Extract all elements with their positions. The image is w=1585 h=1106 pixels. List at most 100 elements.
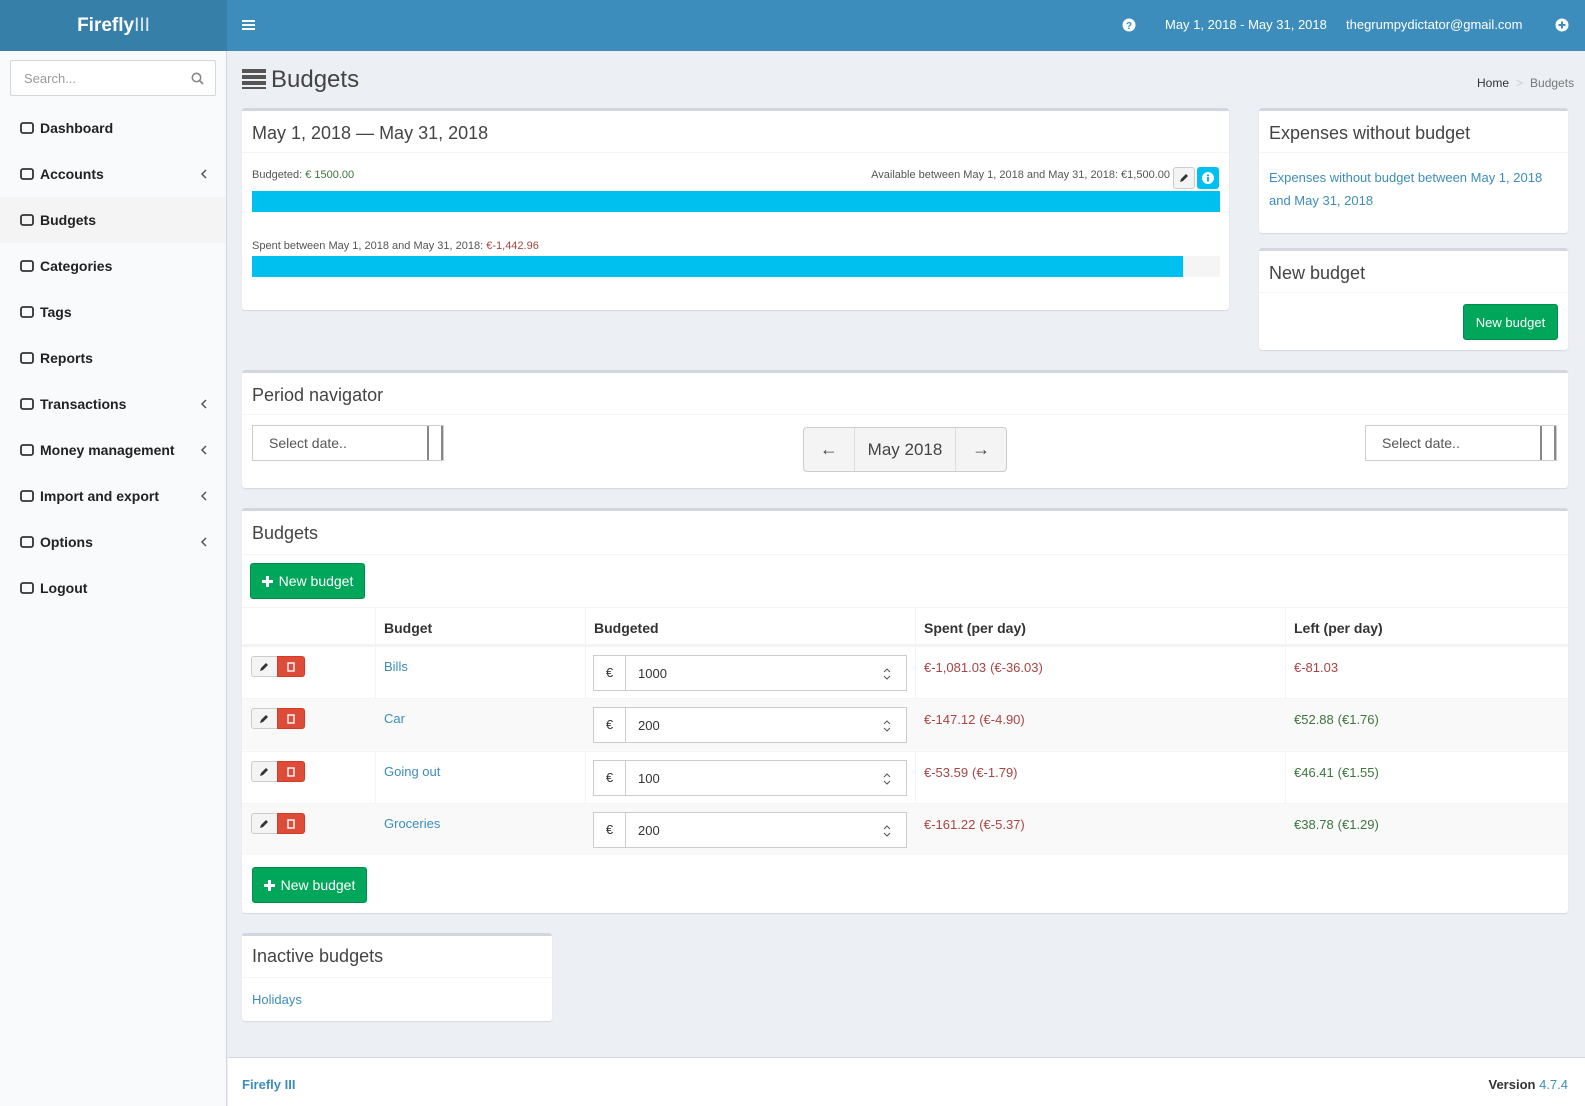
nav-item[interactable]: Categories: [0, 243, 226, 289]
spent-per-day: (€-4.90): [979, 712, 1025, 728]
amount-value: 1000: [638, 666, 667, 681]
nav-item[interactable]: Money management: [0, 427, 226, 473]
edit-button[interactable]: [251, 708, 278, 730]
spinner-shape: [883, 825, 891, 837]
chevron-shape: [200, 537, 207, 547]
nav-label: Options: [40, 534, 93, 550]
left: €-81.03: [1294, 660, 1339, 675]
currency-addon: €: [594, 708, 626, 743]
user-email[interactable]: thegrumpydictator@gmail.com: [1346, 17, 1523, 32]
edit-button[interactable]: [251, 656, 278, 677]
spinner: [883, 668, 891, 680]
budget-link[interactable]: Bills: [384, 659, 408, 674]
currency-addon: €: [594, 760, 626, 795]
amount-input[interactable]: €1000: [593, 655, 907, 691]
nav-icon: [20, 168, 34, 180]
icon-shape: [20, 122, 34, 134]
divider: [242, 977, 552, 978]
spent-per-day: (€-5.37): [979, 816, 1025, 832]
prev-button[interactable]: ←: [804, 428, 855, 471]
breadcrumb-current: Budgets: [1530, 76, 1575, 90]
search-icon[interactable]: [191, 72, 204, 85]
nav-item[interactable]: Tags: [0, 289, 226, 335]
footer-brand[interactable]: Firefly III: [242, 1077, 296, 1092]
current-period[interactable]: May 2018: [855, 428, 957, 471]
page-icon: [242, 69, 266, 89]
expenses-link[interactable]: Expenses without budget between May 1, 2…: [1269, 170, 1543, 208]
left-per-day: (€1.55): [1337, 764, 1379, 780]
nav-label: Transactions: [40, 396, 127, 412]
nav-item[interactable]: Transactions: [0, 381, 226, 427]
edit-button[interactable]: [251, 812, 278, 834]
edit-button[interactable]: [251, 760, 278, 782]
icon-shape: [260, 819, 268, 828]
next-button[interactable]: →: [972, 439, 991, 459]
amount-input[interactable]: €200: [593, 811, 907, 848]
info-button[interactable]: [1197, 167, 1219, 189]
period-navigator-box: Period navigator Select date.. ← May 201…: [242, 370, 1568, 488]
left-cell: €52.88 (€1.76): [1294, 711, 1379, 727]
menu-toggle[interactable]: [242, 19, 255, 31]
date-select[interactable]: Select date..: [252, 425, 444, 461]
divider: [1259, 152, 1568, 153]
spinner-shape: [883, 772, 891, 785]
delete-button[interactable]: [277, 760, 305, 782]
nav-item[interactable]: Dashboard: [0, 105, 226, 151]
nav-icon: [20, 214, 34, 226]
nav-label: Import and export: [40, 488, 160, 504]
pencil-icon: [260, 819, 268, 828]
inactive-budget-link[interactable]: Holidays: [252, 992, 302, 1007]
nav-item[interactable]: Accounts: [0, 151, 226, 197]
box-title: May 1, 2018 — May 31, 2018: [252, 123, 489, 143]
spinner: [883, 825, 891, 837]
budget-link[interactable]: Going out: [384, 763, 441, 779]
budget-link[interactable]: Car: [384, 711, 405, 727]
pencil-icon: [1180, 174, 1188, 182]
left-cell: €-81.03: [1294, 659, 1338, 675]
nav-item[interactable]: Reports: [0, 335, 226, 381]
chevron: [200, 399, 207, 409]
amount-input[interactable]: €200: [593, 707, 907, 744]
date-range[interactable]: May 1, 2018 - May 31, 2018: [1165, 17, 1327, 32]
inactive-box: Inactive budgets Holidays: [242, 933, 552, 1021]
nav-icon: [20, 536, 34, 548]
chevron: [200, 445, 207, 455]
add-icon[interactable]: [1555, 18, 1569, 32]
nav-item[interactable]: Import and export: [0, 473, 226, 519]
new-budget-button[interactable]: New budget: [250, 563, 365, 599]
date-select[interactable]: Select date..: [1365, 425, 1557, 461]
column-header: Budget: [384, 620, 433, 636]
breadcrumb-link[interactable]: Home: [1477, 76, 1510, 90]
delete-button[interactable]: [277, 656, 305, 677]
nav-label: Dashboard: [40, 120, 114, 136]
spent-value: €-1,442.96: [486, 240, 539, 252]
amount-input[interactable]: €100: [593, 759, 907, 796]
summary-box: May 1, 2018 — May 31, 2018 Budgeted: € 1…: [242, 108, 1229, 310]
nav-label: Accounts: [40, 166, 104, 182]
delete-button[interactable]: [277, 812, 305, 834]
new-budget-button[interactable]: New budget: [1463, 304, 1558, 340]
nav-item[interactable]: Options: [0, 519, 226, 565]
table-row: Groceries €200 €-161.22 (€-5.37) €38.78 (€1…: [242, 802, 1568, 855]
new-budget-button[interactable]: New budget: [252, 867, 367, 903]
pencil-icon: [260, 663, 268, 671]
trash-icon: [287, 766, 295, 777]
table-row: Bills €1000 €-1,081.03 (€-36.03) €-81.03: [242, 646, 1568, 698]
chevron-shape: [200, 169, 207, 179]
chevron-shape: [200, 491, 207, 501]
delete-button[interactable]: [277, 708, 305, 730]
budget-link[interactable]: Groceries: [384, 815, 441, 831]
logo[interactable]: FireflyIII: [0, 0, 227, 51]
help-icon[interactable]: ?: [1122, 18, 1136, 32]
spent-per-day: (€-1.79): [971, 764, 1018, 780]
version-number[interactable]: 4.7.4: [1539, 1077, 1568, 1092]
edit-available-button[interactable]: [1173, 167, 1195, 189]
spinner-shape: [883, 668, 891, 680]
nav-item[interactable]: Logout: [0, 565, 226, 611]
nav-icon: [20, 352, 34, 364]
budgeted-bar: [252, 191, 1220, 212]
chevron-shape: [200, 445, 207, 455]
search-box[interactable]: Search...: [10, 60, 216, 96]
nav-item[interactable]: Budgets: [0, 197, 226, 243]
